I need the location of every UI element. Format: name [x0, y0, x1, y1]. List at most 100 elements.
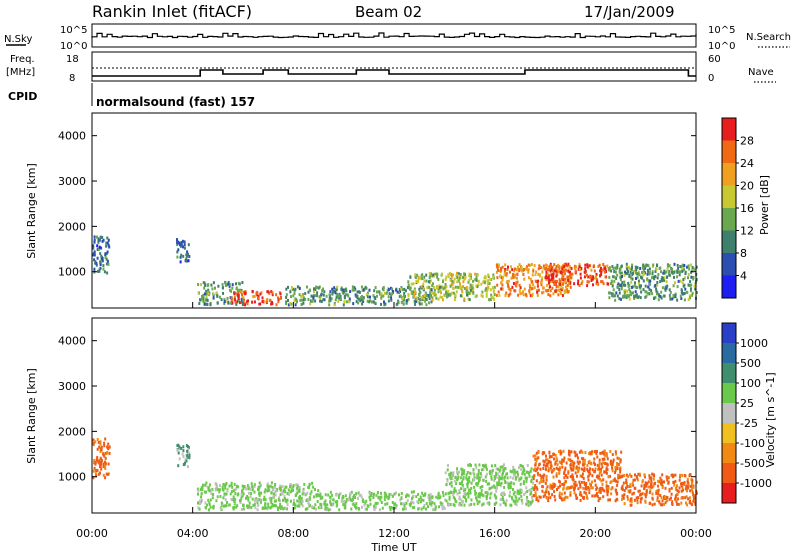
echo-cell [321, 289, 324, 293]
echo-cell [652, 263, 655, 267]
echo-cell [646, 263, 649, 267]
echo-cell [334, 500, 337, 504]
echo-cell [619, 467, 622, 471]
echo-cell [654, 275, 657, 279]
echo-cell [685, 495, 688, 499]
echo-cell [588, 452, 591, 456]
echo-cell [437, 277, 440, 281]
echo-cell [380, 491, 382, 495]
echo-cell [230, 498, 233, 501]
echo-cell [382, 288, 385, 292]
echo-cell [547, 272, 549, 276]
echo-cell [407, 293, 410, 296]
echo-cell [616, 483, 619, 487]
echo-cell [308, 504, 311, 508]
echo-cell [552, 292, 555, 296]
echo-cell [559, 480, 561, 484]
echo-cell [338, 508, 341, 512]
echo-cell [355, 300, 358, 304]
echo-cell [232, 495, 235, 499]
echo-cell [104, 466, 107, 470]
echo-cell [695, 491, 698, 495]
echo-cell [304, 493, 307, 497]
echo-cell [266, 507, 269, 511]
echo-cell [576, 474, 578, 478]
echo-cell [680, 482, 683, 485]
echo-cell [633, 478, 636, 482]
echo-cell [308, 498, 311, 501]
echo-cell [468, 476, 471, 479]
echo-cell [579, 474, 582, 478]
echo-cell [498, 293, 501, 297]
echo-cell [551, 485, 554, 489]
echo-cell [240, 290, 243, 294]
echo-cell [463, 469, 466, 473]
echo-cell [586, 284, 589, 288]
echo-cell [492, 296, 495, 300]
echo-cell [365, 293, 368, 297]
echo-cell [477, 283, 480, 287]
echo-cell [422, 506, 425, 510]
echo-cell [606, 493, 609, 497]
echo-cell [272, 504, 275, 508]
echo-cell [292, 485, 295, 489]
echo-cell [526, 502, 529, 506]
echo-cell [536, 471, 539, 475]
echo-cell [509, 486, 512, 490]
echo-cell [671, 267, 674, 271]
echo-cell [301, 499, 304, 503]
echo-cell [657, 492, 660, 496]
echo-cell [230, 296, 233, 300]
echo-cell [406, 499, 409, 503]
echo-cell [376, 491, 379, 494]
echo-cell [509, 490, 512, 494]
echo-cell [691, 490, 694, 494]
echo-cell [687, 273, 690, 277]
echo-cell [564, 468, 567, 472]
echo-cell [106, 236, 109, 240]
echo-cell [611, 284, 614, 288]
echo-cell [530, 491, 533, 495]
colorbar-segment [722, 403, 736, 424]
echo-cell [446, 468, 449, 472]
echo-cell [672, 480, 675, 484]
echo-cell [591, 277, 594, 281]
echo-cell [578, 283, 581, 287]
echo-cell [614, 266, 617, 270]
echo-cell [468, 298, 471, 302]
echo-cell [532, 477, 535, 481]
echo-cell [517, 490, 520, 494]
echo-cell [97, 241, 100, 245]
echo-cell [235, 302, 238, 306]
echo-cell [681, 473, 684, 477]
echo-cell [549, 466, 552, 470]
echo-cell [370, 494, 373, 498]
echo-cell [604, 453, 607, 457]
echo-cell [405, 493, 408, 497]
echo-cell [424, 291, 427, 295]
echo-cell [578, 480, 581, 484]
echo-cell [553, 268, 556, 272]
echo-cell [660, 270, 662, 274]
echo-cell [238, 301, 241, 305]
echo-cell [337, 294, 340, 298]
echo-cell [258, 492, 260, 496]
echo-cell [608, 296, 611, 300]
echo-cell [290, 295, 292, 299]
echo-cell [271, 293, 274, 297]
echo-cell [429, 274, 432, 278]
echo-cell [644, 295, 647, 299]
echo-cell [647, 264, 650, 268]
echo-cell [348, 300, 351, 304]
echo-cell [680, 265, 683, 269]
echo-cell [205, 481, 208, 485]
echo-cell [558, 269, 560, 273]
echo-cell [179, 243, 181, 247]
echo-cell [505, 472, 508, 476]
echo-cell [619, 470, 622, 474]
echo-cell [586, 467, 589, 471]
echo-cell [462, 280, 465, 284]
echo-cell [478, 478, 481, 482]
echo-cell [610, 279, 613, 283]
echo-cell [93, 267, 96, 271]
